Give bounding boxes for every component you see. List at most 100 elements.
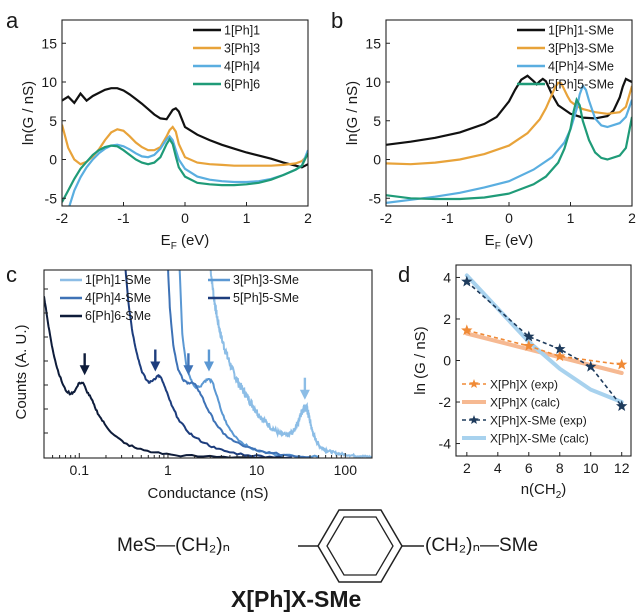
x-tick-label: 8	[556, 460, 564, 476]
series-line-c-0	[209, 270, 372, 458]
y-tick-label: 15	[365, 35, 381, 51]
x-axis-title-subscript: F	[495, 241, 501, 252]
series-line-d-3	[464, 273, 624, 404]
legend-label-a-1: 3[Ph]3	[224, 42, 260, 56]
x-axis-title: n(CH2)	[521, 481, 567, 501]
x-tick-label: -1	[441, 210, 454, 226]
series-line-c-4	[44, 296, 284, 458]
series-line-b-1	[386, 81, 632, 166]
chart-panel-b: -2 -1 0 1 2 -5 0 5 10 15 EF (eV) ln(G / nS) 1[Ph]1-S…	[344, 19, 636, 252]
x-tick-label: 2	[628, 210, 636, 226]
y-axis-title: ln (G / nS)	[412, 326, 429, 394]
plot-frame-c	[43, 269, 373, 459]
y-tick-label: 15	[41, 35, 57, 51]
molecule-structure: MeS—(CH₂)ₙ (CH₂)ₙ—SMe X[Ph]X-SMe	[117, 509, 538, 612]
legend-label-c-0: 1[Ph]1-SMe	[85, 273, 151, 287]
legend-label-a-3: 6[Ph]6	[224, 78, 260, 92]
legend-label-c-4: 6[Ph]6-SMe	[85, 309, 151, 323]
panel-label-c: c	[6, 262, 17, 287]
data-point-d-2-2	[554, 343, 566, 354]
x-axis-title-subscript: 2	[556, 490, 562, 501]
y-tick-label: 4	[443, 269, 451, 285]
peak-arrow-head	[299, 389, 310, 400]
series-line-a-3	[62, 137, 308, 203]
legend-label-c-3: 5[Ph]5-SMe	[233, 291, 299, 305]
x-axis-title-main: E	[485, 232, 495, 249]
x-tick-label: 12	[614, 460, 630, 476]
structure-left-group: MeS—(CH₂)ₙ	[117, 535, 230, 556]
series-line-d-0	[466, 329, 622, 366]
x-tick-label: 1	[164, 462, 172, 478]
y-axis-title: Counts (A. U.)	[13, 324, 30, 419]
x-tick-label: 1	[567, 210, 575, 226]
data-point-d-2-4	[616, 400, 628, 411]
legend-label-b-0: 1[Ph]1-SMe	[548, 24, 614, 38]
legend-label-b-1: 3[Ph]3-SMe	[548, 42, 614, 56]
legend-label-c-2: 4[Ph]4-SMe	[85, 291, 151, 305]
y-axis-title: ln(G / nS)	[344, 81, 361, 145]
chart-panel-c: 0.1 1 10 100 Conductance (nS) Counts (A. U.) 1…	[13, 269, 373, 502]
x-tick-label: -1	[117, 210, 130, 226]
series-line-a-0	[62, 87, 308, 169]
y-tick-label: -4	[439, 436, 452, 452]
legend-label-b-2: 4[Ph]4-SMe	[548, 60, 614, 74]
x-axis-title-unit: (eV)	[501, 232, 534, 249]
series-line-c-3	[124, 270, 292, 458]
data-point-d-2-0	[461, 275, 473, 287]
legend-label-d-3: X[Ph]X-SMe (calc)	[490, 432, 589, 446]
y-tick-label: -5	[369, 190, 382, 206]
data-point-d-0-2	[554, 350, 566, 362]
peak-arrow-head	[203, 361, 214, 372]
y-tick-label: 0	[443, 353, 451, 369]
x-tick-label: 0.1	[70, 462, 90, 478]
series-line-a-2	[68, 134, 308, 206]
benzene-inner-ring	[326, 516, 394, 576]
y-tick-label: 0	[49, 152, 57, 168]
legend-label-b-3: 5[Ph]5-SMe	[548, 78, 614, 92]
x-axis-title-subscript: F	[171, 241, 177, 252]
chart-panel-a: -2 -1 0 1 2 -5 0 5 10 15 EF (eV) ln(G / nS) 1[Ph]1 3[…	[20, 19, 312, 252]
peak-arrow-head	[183, 365, 194, 376]
data-point-d-2-3	[585, 360, 597, 372]
peak-arrow-head	[79, 365, 90, 376]
x-axis-title: EF (eV)	[161, 232, 210, 252]
x-tick-label: 0	[181, 210, 189, 226]
x-tick-label: 2	[463, 460, 471, 476]
x-axis-title: Conductance (nS)	[148, 485, 269, 502]
y-axis-title: ln(G / nS)	[20, 81, 37, 145]
x-tick-label: 6	[525, 460, 533, 476]
y-tick-label: 10	[41, 74, 57, 90]
series-line-c-2	[167, 270, 311, 458]
structure-name: X[Ph]X-SMe	[231, 586, 361, 612]
y-tick-label: 5	[373, 113, 381, 129]
legend-label-d-2: X[Ph]X-SMe (exp)	[490, 414, 587, 428]
y-tick-label: -2	[439, 394, 452, 410]
x-tick-label: -2	[380, 210, 393, 226]
y-tick-label: 2	[443, 311, 451, 327]
series-line-b-0	[386, 74, 632, 146]
data-point-d-0-3	[616, 358, 628, 370]
x-tick-label: 10	[583, 460, 599, 476]
series-line-b-2	[386, 83, 632, 204]
panel-label-a: a	[6, 8, 19, 33]
legend-star-d-2	[469, 415, 479, 424]
legend-label-c-1: 3[Ph]3-SMe	[233, 273, 299, 287]
peak-arrow-head	[150, 361, 161, 372]
x-axis-title-end: )	[561, 481, 566, 498]
y-tick-label: 10	[365, 74, 381, 90]
x-tick-label: 10	[249, 462, 265, 478]
x-tick-label: -2	[56, 210, 69, 226]
legend-label-d-1: X[Ph]X (calc)	[490, 396, 560, 410]
x-axis-title-main: n(CH	[521, 481, 556, 498]
structure-right-group: (CH₂)ₙ—SMe	[425, 535, 538, 556]
x-tick-label: 0	[505, 210, 513, 226]
x-tick-label: 1	[243, 210, 251, 226]
legend-label-a-0: 1[Ph]1	[224, 24, 260, 38]
x-axis-title-main: E	[161, 232, 171, 249]
y-tick-label: 0	[373, 152, 381, 168]
data-point-d-0-0	[461, 324, 473, 336]
x-tick-label: 2	[304, 210, 312, 226]
series-line-b-3	[386, 96, 632, 201]
